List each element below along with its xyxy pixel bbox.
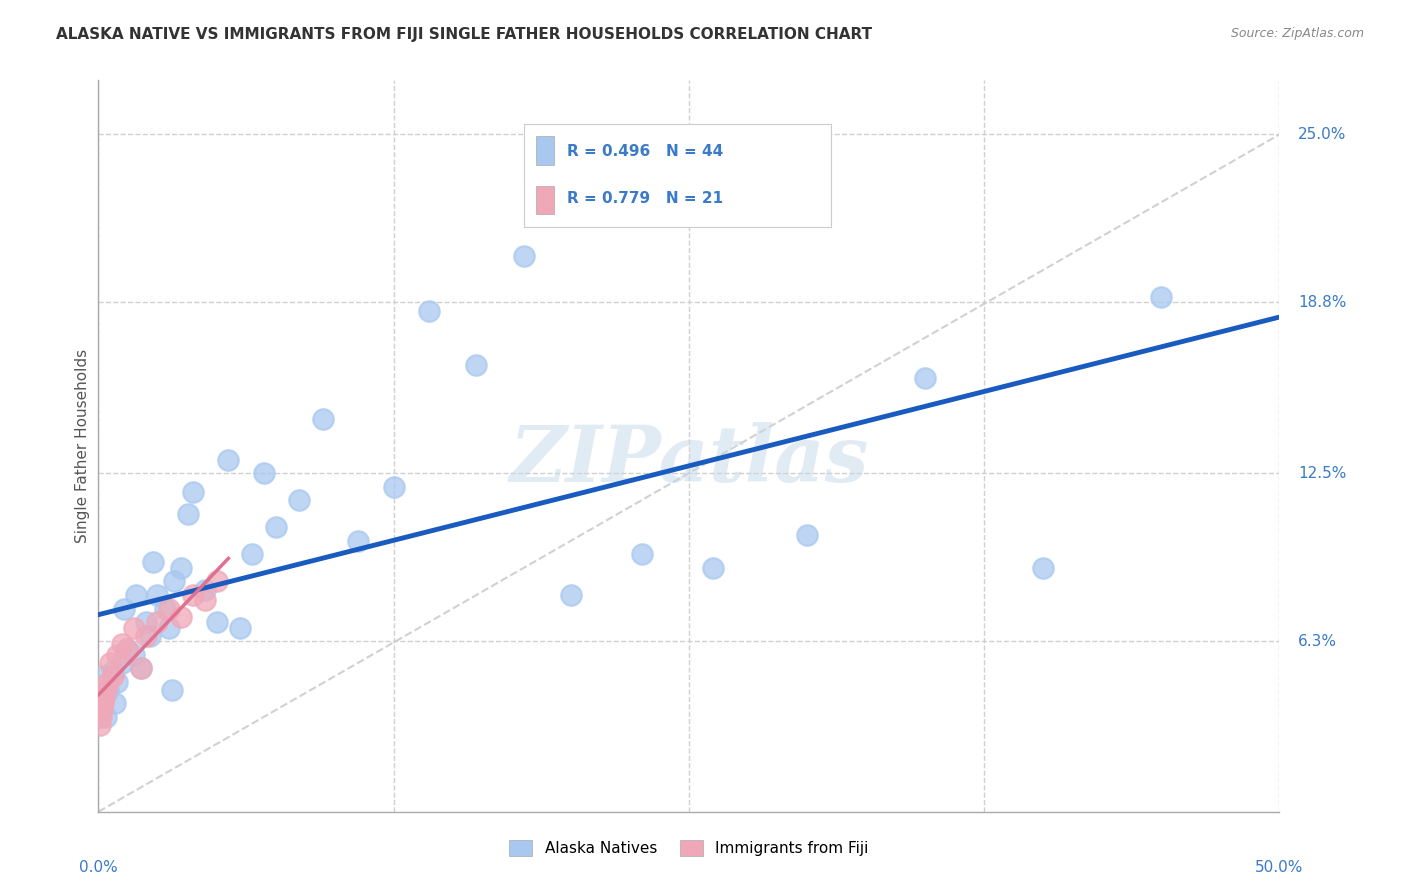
Point (418, 303, 440, 318)
Point (115, 642, 138, 657)
Point (146, 588, 169, 602)
Point (115, 642, 138, 657)
Point (560, 588, 582, 602)
Point (91, 697, 114, 711)
Point (382, 480, 405, 494)
Point (264, 520, 287, 534)
Point (160, 682, 183, 697)
Point (142, 556, 165, 570)
Point (104, 697, 127, 711)
Point (217, 452, 239, 467)
Point (194, 582, 217, 597)
Point (153, 601, 176, 615)
Point (1150, 290, 1173, 304)
Point (93, 690, 115, 705)
Point (91, 702, 114, 716)
Legend: Alaska Natives, Immigrants from Fiji: Alaska Natives, Immigrants from Fiji (503, 834, 875, 863)
Point (288, 493, 311, 508)
Text: 25.0%: 25.0% (1298, 127, 1347, 142)
Point (135, 629, 157, 643)
Point (205, 574, 228, 589)
Point (94, 682, 117, 697)
Point (139, 629, 162, 643)
Point (465, 358, 488, 372)
Point (122, 620, 145, 634)
Y-axis label: Single Father Households: Single Father Households (75, 349, 90, 543)
Text: Source: ZipAtlas.com: Source: ZipAtlas.com (1230, 27, 1364, 40)
Point (170, 561, 193, 575)
Point (101, 664, 124, 678)
Point (170, 609, 193, 624)
Point (129, 661, 152, 675)
Point (97, 682, 120, 697)
Point (98, 656, 121, 670)
Point (105, 674, 128, 689)
Point (135, 615, 157, 629)
Point (181, 485, 204, 500)
Point (1032, 561, 1054, 575)
Point (163, 574, 186, 589)
Point (91, 669, 114, 683)
Point (229, 620, 252, 634)
Text: 12.5%: 12.5% (1298, 466, 1347, 481)
Point (240, 547, 263, 561)
Point (97, 674, 120, 689)
Point (347, 533, 370, 548)
Point (181, 588, 204, 602)
Text: 50.0%: 50.0% (1256, 861, 1303, 875)
Point (90, 710, 112, 724)
Point (105, 648, 128, 662)
Point (512, 249, 534, 263)
Point (157, 601, 180, 615)
Point (112, 601, 135, 615)
Point (157, 620, 180, 634)
Text: 18.8%: 18.8% (1298, 295, 1347, 310)
Point (205, 615, 228, 629)
Point (253, 466, 276, 480)
Point (914, 371, 936, 385)
Point (122, 648, 145, 662)
Point (630, 547, 652, 561)
Text: ALASKA NATIVE VS IMMIGRANTS FROM FIJI SINGLE FATHER HOUSEHOLDS CORRELATION CHART: ALASKA NATIVE VS IMMIGRANTS FROM FIJI SI… (56, 27, 872, 42)
Text: 0.0%: 0.0% (79, 861, 118, 875)
Point (146, 615, 169, 629)
Point (702, 561, 724, 575)
Point (125, 588, 148, 602)
Point (194, 593, 217, 607)
Point (312, 412, 335, 426)
Text: ZIPatlas: ZIPatlas (509, 423, 869, 499)
Point (89, 718, 111, 732)
Point (796, 528, 818, 542)
Text: 6.3%: 6.3% (1298, 633, 1337, 648)
Point (94, 710, 117, 724)
Point (111, 656, 134, 670)
Point (101, 669, 124, 683)
Point (111, 637, 134, 651)
Point (177, 507, 200, 521)
Point (129, 661, 152, 675)
